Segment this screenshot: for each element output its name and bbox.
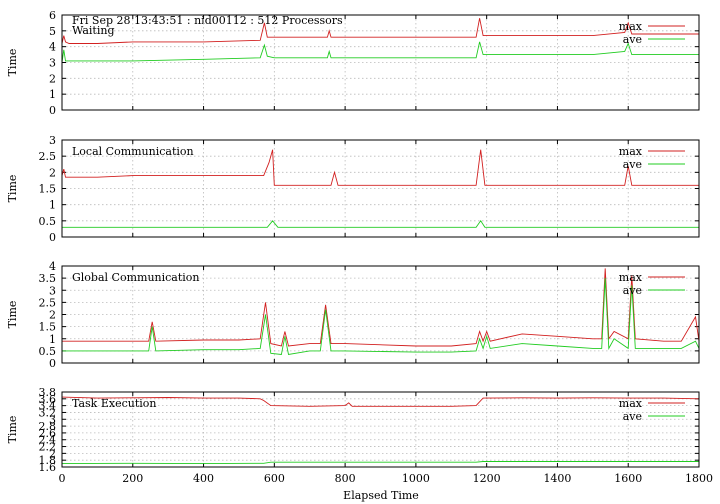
x-tick-label: 0 [59, 472, 66, 485]
y-tick-label: 2.5 [39, 150, 57, 163]
panel-title: Local Communication [72, 145, 194, 158]
y-tick-label: 1 [49, 88, 56, 101]
y-tick-label: 3 [49, 134, 56, 147]
y-tick-label: 1.6 [39, 461, 57, 474]
x-axis-label: Elapsed Time [343, 489, 419, 502]
x-tick-label: 800 [335, 472, 356, 485]
y-tick-label: 2 [49, 72, 56, 85]
legend-label-max: max [619, 20, 643, 33]
series-line-ave [62, 278, 700, 356]
x-tick-label: 1800 [685, 472, 713, 485]
y-tick-label: 3.4 [39, 400, 57, 413]
x-tick-label: 1200 [473, 472, 501, 485]
y-tick-label: 6 [49, 9, 56, 22]
y-tick-label: 2.6 [39, 427, 57, 440]
y-tick-label: 3 [49, 413, 56, 426]
legend-label-ave: ave [623, 410, 642, 423]
y-tick-label: 1.8 [39, 454, 57, 467]
series-line-max [61, 18, 699, 44]
series-line-max [62, 268, 700, 347]
y-tick-label: 0.5 [39, 215, 57, 228]
y-tick-label: 3.5 [39, 272, 57, 285]
chart-header-title: Fri Sep 28 13:43:51 : nid00112 : 512 Pro… [72, 14, 343, 27]
panel-title: Global Communication [72, 271, 200, 284]
x-tick-label: 400 [193, 472, 214, 485]
y-tick-label: 0 [49, 104, 56, 117]
x-tick-label: 1600 [614, 472, 642, 485]
y-axis-label: Time [6, 49, 19, 77]
panel-title: Waiting [72, 24, 115, 37]
y-tick-label: 2 [49, 166, 56, 179]
plot-frame [61, 391, 700, 468]
y-tick-label: 1 [49, 199, 56, 212]
y-tick-label: 2 [49, 309, 56, 322]
series-line-max [61, 396, 700, 407]
legend-label-max: max [619, 397, 643, 410]
legend-label-ave: ave [623, 33, 642, 46]
y-axis-label: Time [6, 175, 19, 203]
legend-label-ave: ave [623, 284, 642, 297]
y-tick-label: 3.8 [39, 386, 57, 399]
y-tick-label: 2.8 [39, 420, 57, 433]
series-line-ave [61, 41, 699, 63]
plot-frame [61, 139, 700, 238]
x-tick-label: 200 [122, 472, 143, 485]
y-tick-label: 3 [49, 57, 56, 70]
y-tick-label: 3.2 [39, 406, 57, 419]
series-line-max [61, 149, 699, 186]
plot-frame [61, 265, 700, 364]
y-axis-label: Time [6, 416, 19, 444]
y-tick-label: 2.5 [39, 296, 57, 309]
y-tick-label: 2.2 [39, 441, 57, 454]
series-line-ave [62, 219, 699, 228]
y-tick-label: 5 [49, 25, 56, 38]
y-tick-label: 2.4 [39, 434, 57, 447]
y-tick-label: 3 [49, 284, 56, 297]
y-axis-label: Time [6, 301, 19, 329]
y-tick-label: 2 [49, 447, 56, 460]
legend-label-max: max [619, 145, 643, 158]
y-tick-label: 4 [49, 260, 56, 273]
y-tick-label: 1 [49, 333, 56, 346]
series-line-ave [61, 461, 699, 465]
y-tick-label: 1.5 [39, 183, 57, 196]
legend-label-ave: ave [623, 158, 642, 171]
y-tick-label: 0.5 [39, 345, 57, 358]
y-tick-label: 0 [49, 231, 56, 244]
plot-frame [61, 14, 700, 111]
y-tick-label: 4 [49, 41, 56, 54]
legend-label-max: max [619, 271, 643, 284]
y-tick-label: 3.6 [39, 393, 57, 406]
y-tick-label: 0 [49, 357, 56, 370]
x-tick-label: 1400 [543, 472, 571, 485]
panel-title: Task Execution [72, 397, 156, 410]
y-tick-label: 1.5 [39, 321, 57, 334]
x-tick-label: 1000 [402, 472, 430, 485]
x-tick-label: 600 [264, 472, 285, 485]
